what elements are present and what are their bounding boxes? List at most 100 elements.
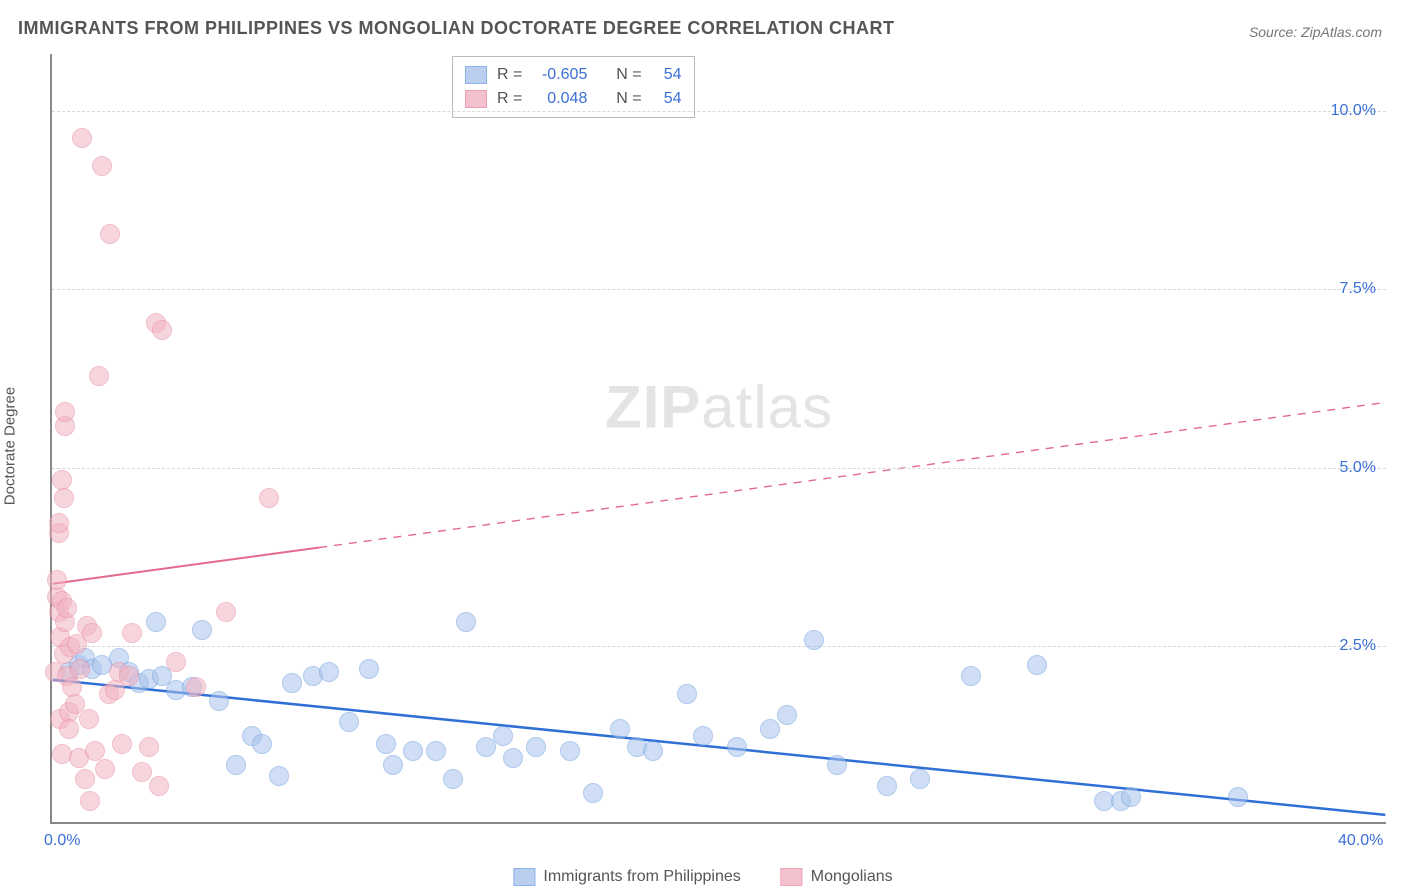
stats-legend: R =-0.605 N =54R =0.048 N =54 [452,56,695,118]
data-point-mongolians [259,488,279,508]
data-point-mongolians [89,366,109,386]
data-point-mongolians [216,602,236,622]
data-point-mongolians [85,741,105,761]
data-point-philippines [403,741,423,761]
data-point-mongolians [54,488,74,508]
gridline [52,111,1386,112]
data-point-mongolians [82,623,102,643]
data-point-philippines [443,769,463,789]
data-point-philippines [1121,787,1141,807]
data-point-philippines [456,612,476,632]
swatch-philippines [465,66,487,84]
data-point-philippines [910,769,930,789]
data-point-mongolians [132,762,152,782]
r-label: R = [497,66,522,84]
chart-source: Source: ZipAtlas.com [1249,24,1382,40]
watermark: ZIPatlas [605,373,833,442]
legend-label-philippines: Immigrants from Philippines [543,868,740,886]
gridline [52,289,1386,290]
data-point-philippines [643,741,663,761]
gridline [52,646,1386,647]
data-point-philippines [383,755,403,775]
data-point-philippines [677,684,697,704]
data-point-philippines [319,662,339,682]
plot-area: ZIPatlas R =-0.605 N =54R =0.048 N =54 2… [50,54,1386,824]
data-point-mongolians [57,598,77,618]
data-point-philippines [610,719,630,739]
data-point-philippines [503,748,523,768]
data-point-philippines [282,673,302,693]
r-value-mongolians: 0.048 [532,90,587,108]
data-point-mongolians [59,719,79,739]
trendlines-layer [52,54,1386,822]
ytick-label: 2.5% [1340,637,1376,655]
data-point-mongolians [62,677,82,697]
data-point-mongolians [186,677,206,697]
data-point-mongolians [70,659,90,679]
data-point-philippines [493,726,513,746]
data-point-philippines [827,755,847,775]
data-point-mongolians [95,759,115,779]
data-point-philippines [727,737,747,757]
data-point-mongolians [72,128,92,148]
data-point-mongolians [149,776,169,796]
legend-swatch-mongolians [781,868,803,886]
n-label: N = [616,66,641,84]
legend-item-philippines: Immigrants from Philippines [513,868,740,886]
data-point-mongolians [166,652,186,672]
watermark-bold: ZIP [605,374,701,441]
data-point-mongolians [122,623,142,643]
data-point-mongolians [49,513,69,533]
data-point-philippines [146,612,166,632]
stats-row-philippines: R = -0.605 N = 54 [465,63,682,87]
data-point-philippines [804,630,824,650]
data-point-mongolians [119,666,139,686]
data-point-philippines [583,783,603,803]
chart-title: IMMIGRANTS FROM PHILIPPINES VS MONGOLIAN… [18,18,895,39]
data-point-mongolians [112,734,132,754]
data-point-mongolians [47,570,67,590]
data-point-mongolians [139,737,159,757]
data-point-mongolians [79,709,99,729]
n-value-mongolians: 54 [652,90,682,108]
swatch-mongolians [465,90,487,108]
legend-swatch-philippines [513,868,535,886]
data-point-philippines [426,741,446,761]
ytick-label: 7.5% [1340,280,1376,298]
xtick-label: 0.0% [44,832,80,850]
r-label: R = [497,90,522,108]
data-point-mongolians [80,791,100,811]
data-point-philippines [269,766,289,786]
trendline-mongolians-extrapolated [319,402,1385,547]
data-point-mongolians [152,320,172,340]
xtick-label: 40.0% [1338,832,1383,850]
legend-item-mongolians: Mongolians [781,868,893,886]
data-point-philippines [526,737,546,757]
data-point-philippines [376,734,396,754]
gridline [52,468,1386,469]
data-point-mongolians [55,402,75,422]
source-label: Source: [1249,24,1297,40]
data-point-philippines [209,691,229,711]
data-point-philippines [760,719,780,739]
data-point-philippines [777,705,797,725]
data-point-philippines [192,620,212,640]
series-legend: Immigrants from Philippines Mongolians [513,868,892,886]
legend-label-mongolians: Mongolians [811,868,893,886]
n-value-philippines: 54 [652,66,682,84]
data-point-philippines [877,776,897,796]
stats-row-mongolians: R =0.048 N =54 [465,87,682,111]
source-name: ZipAtlas.com [1301,24,1382,40]
data-point-philippines [1027,655,1047,675]
r-value-philippines: -0.605 [532,66,587,84]
data-point-philippines [359,659,379,679]
ytick-label: 10.0% [1331,102,1376,120]
data-point-philippines [961,666,981,686]
data-point-mongolians [75,769,95,789]
data-point-philippines [339,712,359,732]
data-point-philippines [226,755,246,775]
watermark-light: atlas [701,374,833,441]
data-point-philippines [560,741,580,761]
trendline-mongolians [53,548,320,584]
data-point-philippines [1228,787,1248,807]
